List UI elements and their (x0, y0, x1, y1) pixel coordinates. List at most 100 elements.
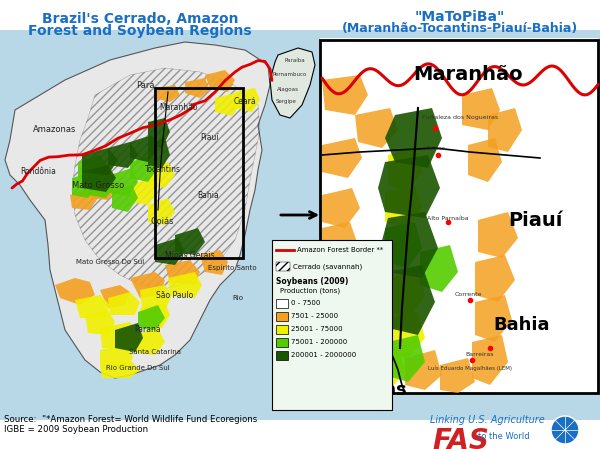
Text: Piauí: Piauí (508, 211, 562, 229)
Bar (276, 351, 288, 360)
Polygon shape (82, 165, 116, 192)
Polygon shape (100, 285, 130, 308)
Text: Piauí: Piauí (200, 133, 220, 142)
Text: Brazil's Cerrado, Amazon: Brazil's Cerrado, Amazon (42, 12, 238, 26)
Polygon shape (82, 148, 118, 175)
Bar (320, 38, 598, 393)
Text: Tocantins: Tocantins (312, 381, 408, 399)
Bar (276, 299, 288, 308)
Text: Barreiras: Barreiras (466, 352, 494, 357)
Polygon shape (88, 172, 116, 198)
Polygon shape (112, 185, 138, 212)
Polygon shape (200, 250, 228, 275)
Polygon shape (153, 85, 180, 102)
Text: FAS: FAS (432, 427, 489, 449)
Bar (276, 325, 288, 334)
Text: "MaToPiBa": "MaToPiBa" (415, 10, 505, 24)
Polygon shape (475, 295, 512, 342)
Polygon shape (108, 292, 140, 315)
Text: Rio: Rio (233, 295, 244, 301)
Polygon shape (388, 272, 425, 318)
Polygon shape (75, 295, 110, 318)
Bar (276, 312, 288, 321)
Polygon shape (185, 78, 210, 98)
Polygon shape (5, 42, 270, 378)
Text: Palmas: Palmas (344, 265, 366, 270)
Polygon shape (130, 155, 158, 182)
Text: Rondônia: Rondônia (20, 167, 56, 176)
Text: Bahia: Bahia (494, 316, 550, 334)
Polygon shape (85, 310, 115, 335)
Polygon shape (138, 305, 165, 330)
Text: Alto Parnaíba: Alto Parnaíba (427, 216, 469, 220)
Bar (276, 262, 290, 271)
Text: Linking U.S. Agriculture: Linking U.S. Agriculture (430, 415, 545, 425)
Polygon shape (355, 108, 398, 148)
Text: Tocantins: Tocantins (145, 166, 181, 175)
Polygon shape (322, 138, 362, 178)
Polygon shape (385, 108, 442, 168)
Polygon shape (148, 162, 175, 188)
Text: Sergipe: Sergipe (275, 100, 296, 105)
Polygon shape (322, 262, 355, 308)
Text: Amazon Forest Border **: Amazon Forest Border ** (297, 247, 383, 253)
Polygon shape (110, 168, 138, 196)
Polygon shape (108, 142, 138, 168)
Polygon shape (100, 322, 138, 350)
Text: Paraná: Paraná (134, 326, 161, 335)
Polygon shape (322, 342, 348, 385)
Polygon shape (322, 302, 352, 348)
Text: (Maranhão-Tocantins-Piauí-Bahia): (Maranhão-Tocantins-Piauí-Bahia) (342, 22, 578, 35)
Polygon shape (148, 118, 170, 148)
Text: Fortaleza dos Nogueiras: Fortaleza dos Nogueiras (422, 115, 498, 120)
Polygon shape (322, 75, 368, 115)
Polygon shape (168, 272, 202, 298)
Text: Balsas: Balsas (425, 145, 445, 150)
Text: Rio Grande Do Sul: Rio Grande Do Sul (106, 365, 170, 371)
Polygon shape (322, 188, 360, 228)
Polygon shape (72, 172, 98, 198)
Polygon shape (468, 138, 502, 182)
Polygon shape (385, 185, 422, 228)
Text: 0 - 7500: 0 - 7500 (291, 300, 320, 306)
Polygon shape (90, 178, 118, 200)
Text: 75001 - 200000: 75001 - 200000 (291, 339, 347, 345)
Text: Pernambuco: Pernambuco (273, 72, 307, 78)
Polygon shape (140, 285, 172, 310)
Circle shape (551, 416, 579, 444)
Polygon shape (388, 148, 422, 192)
Polygon shape (340, 348, 378, 390)
Polygon shape (148, 198, 175, 225)
Bar (276, 338, 288, 347)
Polygon shape (488, 108, 522, 152)
Polygon shape (205, 70, 235, 92)
Text: Mato Grosso Do Sul: Mato Grosso Do Sul (76, 259, 144, 265)
Polygon shape (175, 228, 205, 255)
Bar (0, 30, 600, 420)
Polygon shape (100, 360, 140, 378)
Polygon shape (155, 238, 185, 265)
Text: Production (tons): Production (tons) (280, 287, 340, 294)
Polygon shape (440, 358, 475, 393)
Polygon shape (100, 344, 133, 368)
Polygon shape (130, 178, 158, 205)
Polygon shape (165, 260, 200, 285)
Text: Alagoas: Alagoas (277, 88, 299, 92)
Polygon shape (478, 212, 518, 258)
Text: Cerrado (savannah): Cerrado (savannah) (293, 263, 362, 269)
Text: Paraíba: Paraíba (284, 57, 305, 62)
Text: Pará: Pará (136, 80, 154, 89)
Text: Soybeans (2009): Soybeans (2009) (276, 277, 349, 286)
Text: Mato Grosso: Mato Grosso (72, 180, 124, 189)
Polygon shape (235, 88, 260, 112)
Text: Luís Eduardo Magalhães (LEM): Luís Eduardo Magalhães (LEM) (428, 365, 512, 371)
Polygon shape (215, 93, 240, 116)
Polygon shape (472, 335, 508, 385)
Polygon shape (378, 155, 440, 218)
Polygon shape (130, 135, 158, 162)
Polygon shape (70, 188, 98, 210)
Polygon shape (380, 212, 438, 278)
Text: Corrente: Corrente (454, 292, 482, 298)
Text: Espírito Santo: Espírito Santo (208, 265, 256, 271)
Polygon shape (55, 278, 95, 305)
